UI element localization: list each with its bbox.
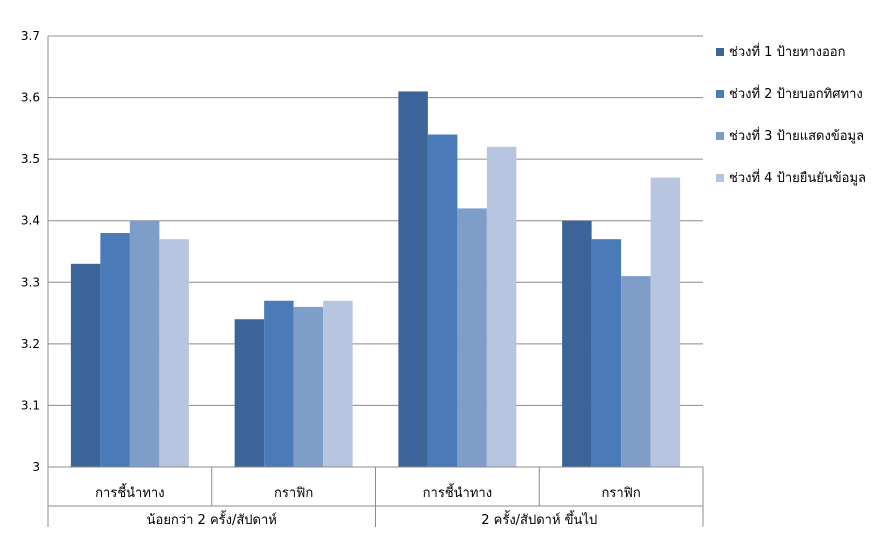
- x-category-label: กราฟิก: [602, 486, 641, 501]
- bar: [486, 146, 517, 468]
- bar: [398, 91, 428, 468]
- x-category-label: กราฟิก: [274, 486, 313, 501]
- bar: [100, 233, 130, 467]
- y-tick-label: 3.7: [21, 29, 40, 43]
- bar: [427, 134, 458, 467]
- legend-swatch: [716, 48, 724, 56]
- y-tick-label: 3.1: [21, 398, 40, 412]
- bar: [293, 306, 324, 467]
- bars: [70, 91, 681, 468]
- y-tick-label: 3.5: [21, 152, 40, 166]
- bar: [70, 263, 101, 467]
- bar: [562, 220, 592, 467]
- bar: [621, 276, 651, 467]
- bar: [159, 239, 189, 467]
- y-tick-labels: 3 3.1 3.2 3.3 3.4 3.5 3.6 3.7: [21, 29, 40, 474]
- y-tick-label: 3.3: [21, 275, 40, 289]
- legend-swatch: [716, 132, 724, 140]
- bar: [323, 300, 353, 467]
- legend-swatch: [716, 90, 724, 98]
- bar: [129, 220, 160, 467]
- legend-label: ช่วงที่ 2 ป้ายบอกทิศทาง: [729, 85, 863, 102]
- bar: [457, 208, 487, 467]
- axes: [47, 36, 704, 527]
- x-group-label: 2 ครั้ง/สัปดาห์ ขึ้นไป: [481, 510, 597, 528]
- legend-label: ช่วงที่ 4 ป้ายยืนยันข้อมูล: [729, 169, 866, 186]
- x-category-label: การชี้นำทาง: [423, 483, 492, 501]
- y-tick-label: 3: [32, 460, 40, 474]
- x-category-labels: การชี้นำทาง กราฟิก การชี้นำทาง กราฟิกน้อยกว…: [95, 483, 641, 528]
- bar: [264, 300, 294, 467]
- legend-swatch: [716, 174, 724, 182]
- y-tick-label: 3.4: [21, 214, 40, 228]
- bar: [650, 177, 681, 467]
- x-category-label: การชี้นำทาง: [95, 483, 164, 501]
- legend-label: ช่วงที่ 3 ป้ายแสดงข้อมูล: [729, 127, 864, 144]
- x-group-label: น้อยกว่า 2 ครั้ง/สัปดาห์: [147, 510, 277, 528]
- bar: [234, 319, 265, 467]
- y-tick-label: 3.6: [21, 91, 40, 105]
- bar: [591, 239, 622, 467]
- y-tick-label: 3.2: [21, 337, 40, 351]
- legend-label: ช่วงที่ 1 ป้ายทางออก: [729, 43, 845, 60]
